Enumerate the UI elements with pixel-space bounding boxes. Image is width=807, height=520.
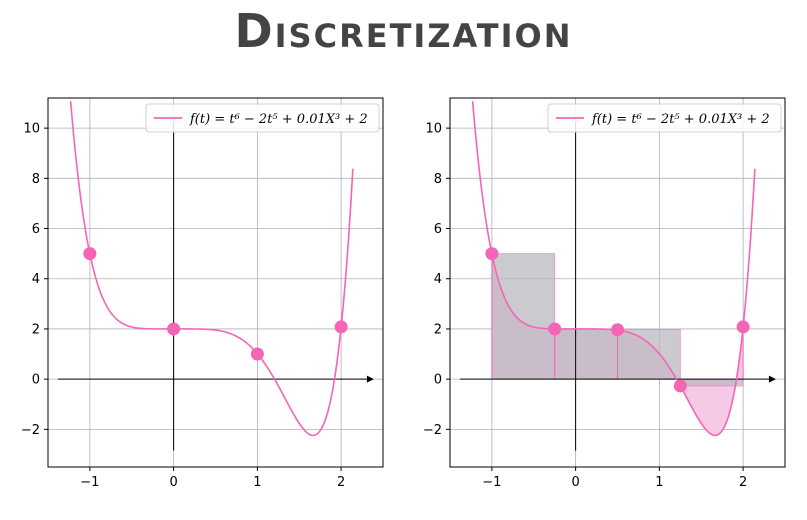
data-point <box>548 322 562 336</box>
legend-label: f(t) = t⁶ − 2t⁵ + 0.01X³ + 2 <box>189 112 368 127</box>
plot-frame <box>47 97 384 468</box>
y-tick-label: 0 <box>32 373 40 388</box>
y-tick-label: 8 <box>434 172 442 187</box>
data-point <box>485 247 499 261</box>
chart-title: Discretization <box>234 4 573 58</box>
left-chart: −1 0 1 2 −2 0 2 4 6 8 10 f(t) = t⁶ − 2t⁵ + 0.01X³ +… <box>21 97 384 490</box>
y-tick-label: 0 <box>434 373 442 388</box>
plot-frame <box>449 97 786 468</box>
right-chart: −1 0 1 2 −2 0 2 4 6 8 10 f(t) = t⁶ − 2t⁵ + 0.01X³ +… <box>423 97 786 490</box>
legend-label: f(t) = t⁶ − 2t⁵ + 0.01X³ + 2 <box>591 112 770 127</box>
y-tick-label: 10 <box>23 122 40 137</box>
riemann-rect <box>617 329 681 380</box>
x-tick-label: 2 <box>337 475 345 490</box>
data-point <box>673 379 687 393</box>
x-tick-label: 1 <box>253 475 261 490</box>
plot-area <box>460 101 776 451</box>
x-axis-arrow <box>768 375 776 383</box>
x-tick-label: 0 <box>169 475 177 490</box>
x-tick-label: 2 <box>739 475 747 490</box>
y-tick-label: −2 <box>21 423 40 438</box>
riemann-rect <box>491 253 556 380</box>
data-point <box>736 320 750 334</box>
series-line <box>69 101 354 437</box>
x-tick-label: −1 <box>482 475 501 490</box>
legend-box <box>547 103 782 133</box>
x-tick-label: 1 <box>655 475 663 490</box>
riemann-rect <box>679 378 744 387</box>
data-point <box>250 347 264 361</box>
data-point <box>167 322 181 336</box>
x-tick-label: 0 <box>571 475 579 490</box>
y-tick-label: −2 <box>423 423 442 438</box>
y-tick-label: 6 <box>434 222 442 237</box>
x-axis-arrow <box>366 375 374 383</box>
data-point <box>611 323 624 337</box>
y-tick-label: 4 <box>434 272 442 287</box>
plot-area <box>58 101 374 451</box>
y-tick-label: 8 <box>32 172 40 187</box>
y-tick-label: 4 <box>32 272 40 287</box>
y-tick-label: 2 <box>434 322 442 337</box>
y-tick-label: 10 <box>425 122 442 137</box>
x-tick-label: −1 <box>80 475 99 490</box>
y-tick-label: 2 <box>32 322 40 337</box>
legend-box <box>145 103 380 133</box>
data-point <box>83 247 97 261</box>
data-point <box>334 320 348 334</box>
riemann-rect <box>554 328 618 380</box>
y-tick-label: 6 <box>32 222 40 237</box>
